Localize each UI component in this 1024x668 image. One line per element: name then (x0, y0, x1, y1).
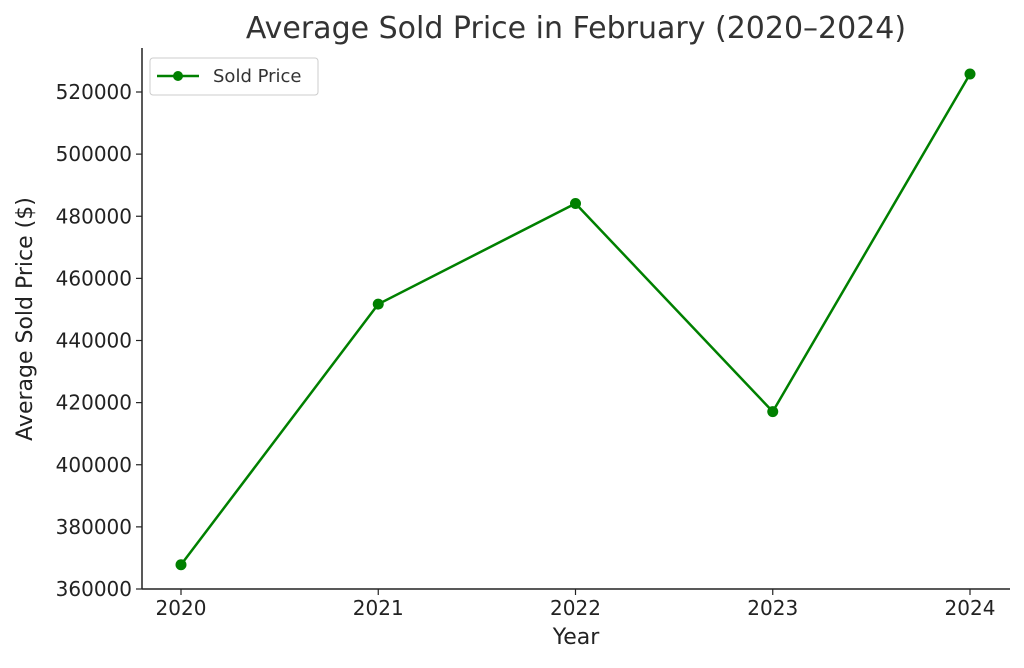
series-layer (175, 68, 976, 571)
data-point-2021 (372, 298, 384, 310)
x-axis-label: Year (552, 625, 601, 650)
y-tick-label: 380000 (56, 515, 132, 539)
x-tick-label: 2020 (156, 596, 207, 620)
x-tick-label: 2021 (353, 596, 404, 620)
x-axis-ticks: 2020 2021 2022 2023 2024 (156, 589, 996, 620)
legend-marker-swatch (173, 71, 183, 81)
y-tick-label: 480000 (56, 204, 132, 228)
legend: Sold Price (149, 57, 319, 96)
legend-box (149, 57, 319, 96)
y-axis-ticks: 360000 380000 400000 420000 440000 460000 4800… (56, 80, 142, 601)
chart-title: Average Sold Price in February (2020–202… (246, 11, 906, 46)
x-tick-label: 2022 (550, 596, 601, 620)
y-tick-label: 400000 (56, 453, 132, 477)
y-tick-label: 520000 (56, 80, 132, 104)
y-axis-label: Average Sold Price ($) (13, 197, 38, 441)
data-point-2024 (964, 68, 976, 80)
x-tick-label: 2023 (747, 596, 798, 620)
series-line-sold-price (180, 73, 972, 566)
y-tick-label: 460000 (56, 266, 132, 290)
legend-entry-sold-price: Sold Price (213, 66, 302, 87)
data-point-2022 (570, 198, 581, 210)
data-point-2020 (175, 559, 187, 571)
y-tick-label: 360000 (56, 577, 132, 601)
data-point-2023 (767, 406, 779, 418)
y-tick-label: 440000 (56, 329, 132, 353)
x-tick-label: 2024 (945, 596, 996, 620)
y-tick-label: 500000 (56, 142, 132, 166)
y-tick-label: 420000 (56, 391, 132, 415)
